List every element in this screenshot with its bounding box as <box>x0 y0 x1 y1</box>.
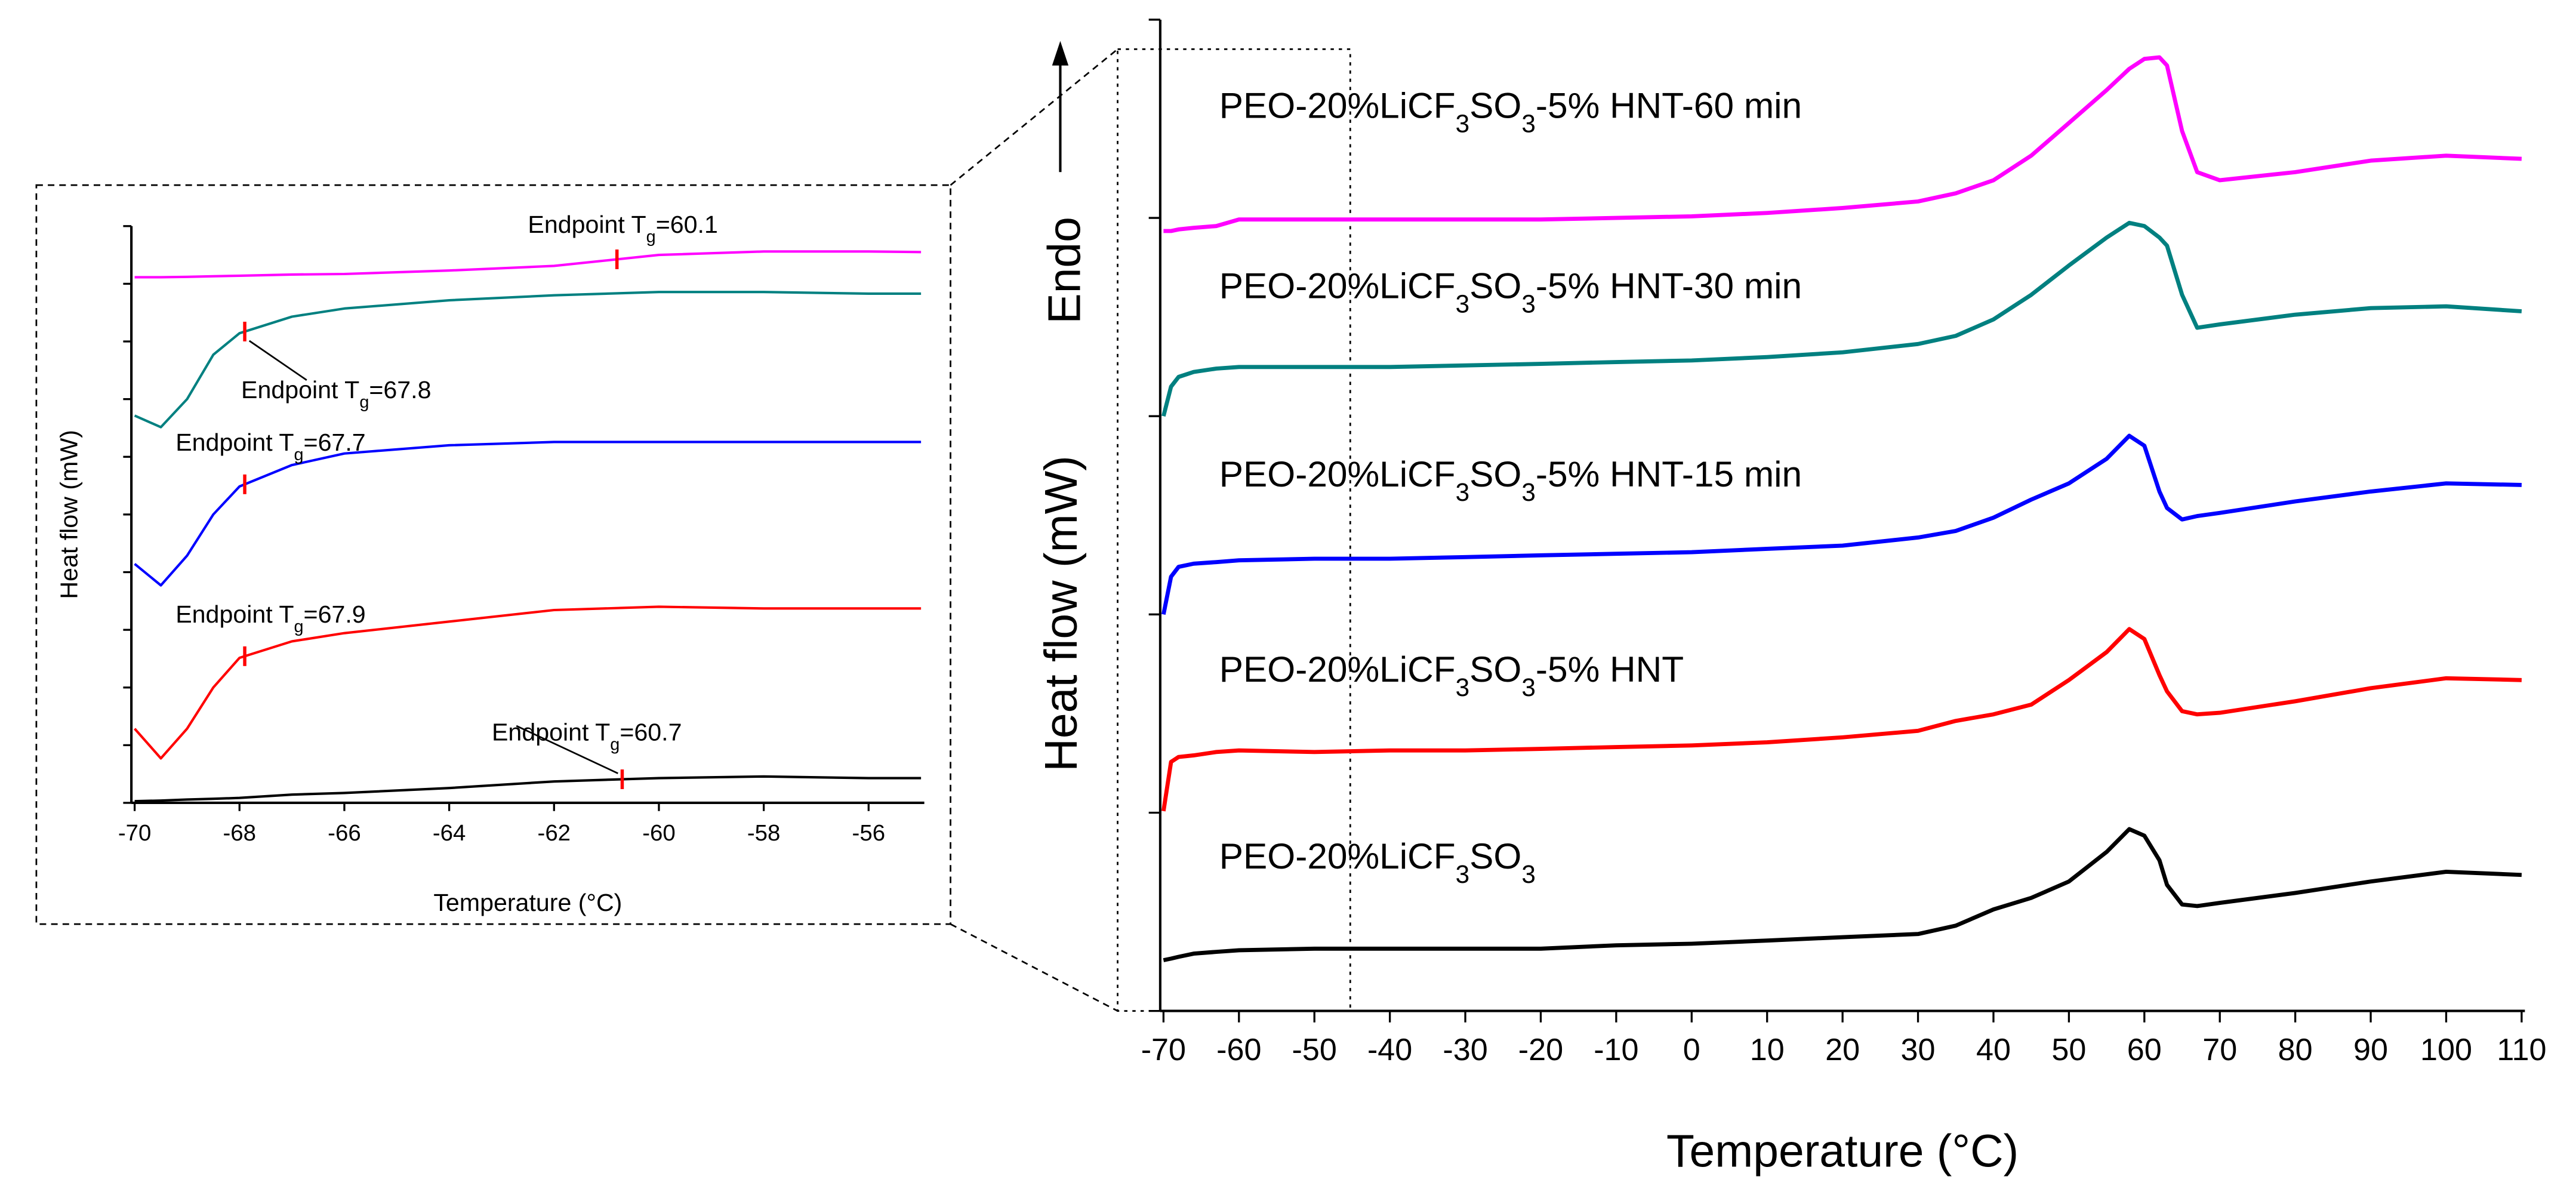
x-tick-label: -20 <box>1518 1033 1563 1067</box>
series-label: PEO-20%LiCF3SO3 <box>1219 836 1536 888</box>
x-tick-label: 110 <box>2497 1033 2546 1067</box>
x-tick-label: -62 <box>538 820 571 846</box>
x-tick-label: 100 <box>2420 1033 2472 1067</box>
series-label: PEO-20%LiCF3SO3-5% HNT-15 min <box>1219 454 1802 506</box>
annotation: Endpoint Tg=60.7 <box>492 719 682 755</box>
x-tick-label: -56 <box>852 820 886 846</box>
x-tick-label: -10 <box>1594 1033 1638 1067</box>
y-axis-title: Heat flow (mW) <box>1036 455 1087 771</box>
x-tick-label: -70 <box>118 820 152 846</box>
x-tick-label: -70 <box>1141 1033 1186 1067</box>
series-line <box>1163 55 2522 233</box>
y-axis-title: Heat flow (mW) <box>56 430 83 599</box>
x-tick-label: -66 <box>328 820 361 846</box>
series-label: PEO-20%LiCF3SO3-5% HNT-30 min <box>1219 266 1802 318</box>
x-tick-label: 60 <box>2127 1033 2162 1067</box>
series-line <box>1161 433 2522 615</box>
x-tick-label: 70 <box>2202 1033 2237 1067</box>
x-tick-label: -60 <box>1216 1033 1261 1067</box>
series-line <box>134 605 922 760</box>
x-tick-label: -30 <box>1443 1033 1487 1067</box>
annotation: Endo <box>1039 217 1090 324</box>
series-label: PEO-20%LiCF3SO3-5% HNT <box>1219 649 1684 701</box>
x-axis-title: Temperature (°C) <box>433 889 622 916</box>
x-tick-label: -58 <box>747 820 781 846</box>
series-line <box>1161 220 2522 417</box>
series-line <box>1163 827 2522 962</box>
annotation: Endpoint Tg=67.9 <box>175 600 365 636</box>
x-tick-label: 20 <box>1825 1033 1860 1067</box>
series-line <box>134 441 922 587</box>
x-tick-label: -64 <box>433 820 466 846</box>
x-tick-label: 0 <box>1683 1033 1700 1067</box>
inset-frame <box>35 184 951 925</box>
x-tick-label: 80 <box>2278 1033 2313 1067</box>
x-tick-label: 50 <box>2051 1033 2086 1067</box>
annotation: Endpoint Tg=67.8 <box>241 376 431 412</box>
x-tick-label: 10 <box>1750 1033 1785 1067</box>
annotation: Endpoint Tg=67.7 <box>175 429 365 464</box>
x-tick-label: 30 <box>1901 1033 1936 1067</box>
annotation-arrow <box>248 340 307 381</box>
series-line <box>134 250 922 279</box>
x-tick-label: -50 <box>1292 1033 1337 1067</box>
x-tick-label: -68 <box>223 820 257 846</box>
x-tick-label: 40 <box>1976 1033 2011 1067</box>
annotation-arrow <box>516 725 618 774</box>
zoom-connector <box>950 923 1118 1012</box>
x-axis-title: Temperature (°C) <box>1666 1125 2019 1177</box>
series-label: PEO-20%LiCF3SO3-5% HNT-60 min <box>1219 85 1802 138</box>
series-line <box>134 291 922 429</box>
annotation: Endpoint Tg=60.1 <box>528 211 717 247</box>
endo-arrowhead <box>1052 41 1069 66</box>
zoom-connector <box>950 48 1118 186</box>
series-line <box>134 775 922 803</box>
x-tick-label: 90 <box>2353 1033 2388 1067</box>
x-tick-label: -40 <box>1367 1033 1412 1067</box>
x-tick-label: -60 <box>642 820 676 846</box>
series-line <box>1161 627 2522 812</box>
